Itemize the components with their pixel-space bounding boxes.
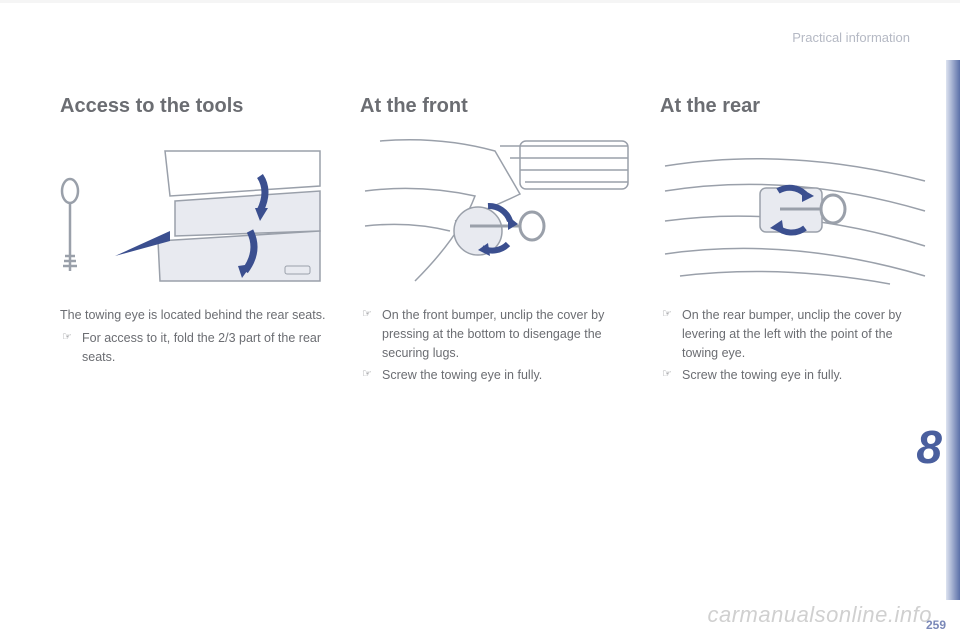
top-border xyxy=(0,0,960,3)
bullet-item: Screw the towing eye in fully. xyxy=(360,366,630,385)
page: Practical information Access to the tool… xyxy=(0,0,960,640)
chapter-number: 8 xyxy=(916,420,942,474)
bullet-item: For access to it, fold the 2/3 part of t… xyxy=(60,329,330,367)
col-rear: At the rear xyxy=(660,95,930,389)
section-label: Practical information xyxy=(792,30,910,45)
heading-front: At the front xyxy=(360,95,630,118)
bullets-front: On the front bumper, unclip the cover by… xyxy=(360,306,630,385)
col-front: At the front xyxy=(360,95,630,389)
page-number: 259 xyxy=(926,618,946,632)
illustration-front xyxy=(360,136,630,286)
heading-rear: At the rear xyxy=(660,95,930,118)
right-tab xyxy=(946,60,960,600)
bullet-item: Screw the towing eye in fully. xyxy=(660,366,930,385)
illustration-rear xyxy=(660,136,930,286)
bullet-item: On the front bumper, unclip the cover by… xyxy=(360,306,630,362)
intro-tools: The towing eye is located behind the rea… xyxy=(60,306,330,325)
watermark: carmanualsonline.info xyxy=(707,602,932,628)
bullet-item: On the rear bumper, unclip the cover by … xyxy=(660,306,930,362)
bullets-tools: For access to it, fold the 2/3 part of t… xyxy=(60,329,330,367)
content: Access to the tools xyxy=(60,95,920,389)
bullets-rear: On the rear bumper, unclip the cover by … xyxy=(660,306,930,385)
col-tools: Access to the tools xyxy=(60,95,330,389)
illustration-tools xyxy=(60,136,330,286)
heading-tools: Access to the tools xyxy=(60,95,330,118)
